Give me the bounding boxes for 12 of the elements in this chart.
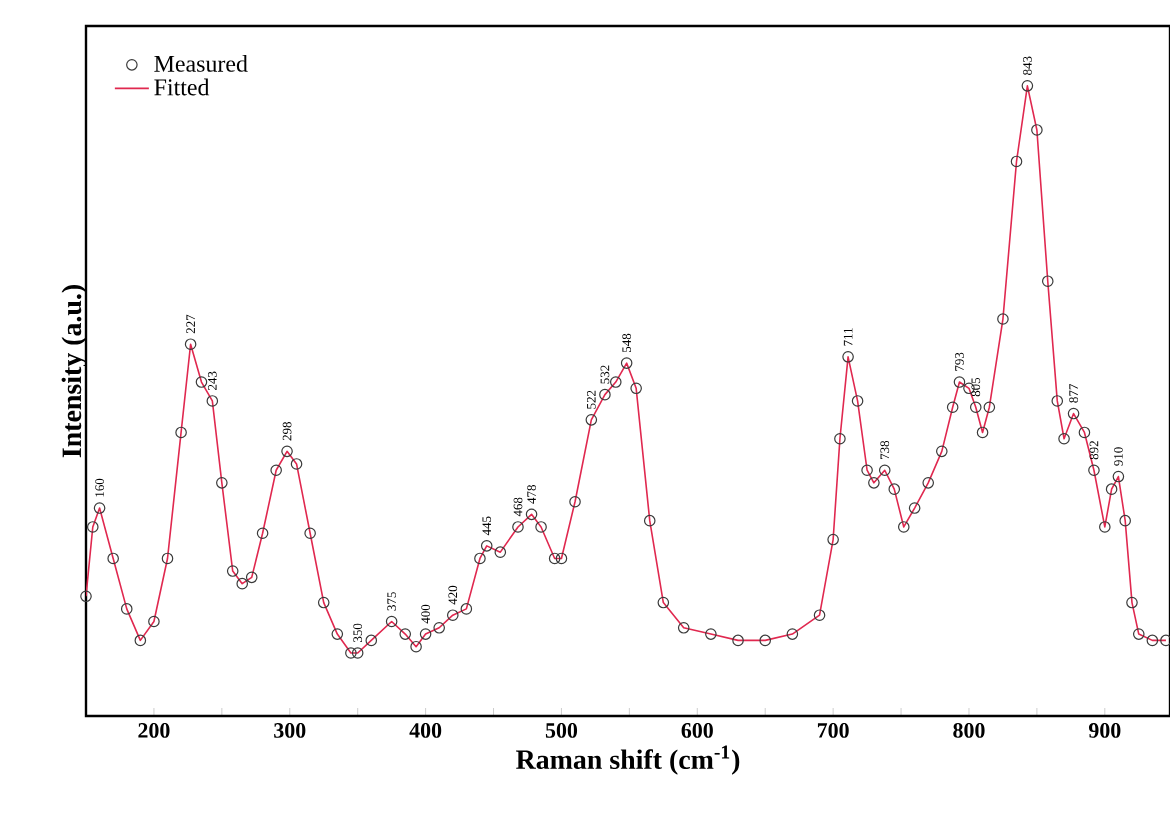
y-axis-title: Intensity (a.u.) bbox=[61, 285, 87, 458]
x-tick-label: 300 bbox=[274, 723, 306, 738]
x-tick-label: 500 bbox=[545, 723, 578, 738]
x-tick-label: 200 bbox=[138, 723, 170, 738]
x-tick-label: 400 bbox=[409, 723, 442, 738]
x-tick-label: 800 bbox=[953, 723, 985, 738]
legend-label: Measured bbox=[154, 55, 248, 72]
x-tick-label: 600 bbox=[681, 723, 713, 738]
x-axis-title: Raman shift (cm$^{-1}$) bbox=[516, 745, 740, 775]
x-tick-label: 900 bbox=[1088, 723, 1121, 738]
legend-label: Fitted bbox=[154, 78, 210, 96]
x-tick-label: 700 bbox=[817, 723, 849, 738]
